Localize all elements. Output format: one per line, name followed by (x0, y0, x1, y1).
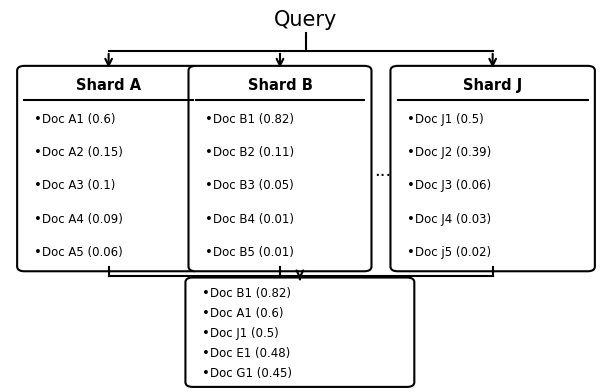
FancyBboxPatch shape (390, 66, 595, 271)
Text: Doc G1 (0.45): Doc G1 (0.45) (210, 367, 292, 380)
Text: •: • (205, 180, 213, 192)
Text: Doc J1 (0.5): Doc J1 (0.5) (415, 113, 483, 126)
Text: •: • (205, 246, 213, 259)
Text: ...: ... (374, 162, 391, 180)
Text: •: • (205, 213, 213, 226)
FancyBboxPatch shape (188, 66, 371, 271)
Text: •: • (407, 146, 415, 159)
Text: •: • (34, 146, 42, 159)
FancyBboxPatch shape (185, 278, 414, 387)
Text: Doc E1 (0.48): Doc E1 (0.48) (210, 347, 290, 360)
Text: Doc A5 (0.06): Doc A5 (0.06) (42, 246, 122, 259)
Text: Doc A1 (0.6): Doc A1 (0.6) (42, 113, 115, 126)
Text: Doc B1 (0.82): Doc B1 (0.82) (213, 113, 294, 126)
Text: Query: Query (274, 9, 338, 30)
Text: •: • (407, 113, 415, 126)
Text: •: • (202, 307, 210, 320)
Text: Doc B5 (0.01): Doc B5 (0.01) (213, 246, 294, 259)
Text: •: • (34, 246, 42, 259)
FancyBboxPatch shape (17, 66, 200, 271)
Text: •: • (205, 113, 213, 126)
Text: Doc A1 (0.6): Doc A1 (0.6) (210, 307, 283, 320)
Text: Doc B1 (0.82): Doc B1 (0.82) (210, 287, 291, 300)
Text: Doc J1 (0.5): Doc J1 (0.5) (210, 327, 278, 340)
Text: Doc A4 (0.09): Doc A4 (0.09) (42, 213, 122, 226)
Text: •: • (407, 213, 415, 226)
Text: •: • (407, 246, 415, 259)
Text: •: • (205, 146, 213, 159)
Text: Doc J2 (0.39): Doc J2 (0.39) (415, 146, 491, 159)
Text: •: • (34, 113, 42, 126)
Text: •: • (202, 367, 210, 380)
Text: •: • (202, 347, 210, 360)
Text: •: • (202, 327, 210, 340)
Text: •: • (202, 287, 210, 300)
Text: Shard J: Shard J (463, 78, 522, 93)
Text: Doc B3 (0.05): Doc B3 (0.05) (213, 180, 294, 192)
Text: Shard B: Shard B (247, 78, 313, 93)
Text: Shard A: Shard A (76, 78, 141, 93)
Text: Doc B4 (0.01): Doc B4 (0.01) (213, 213, 294, 226)
Text: Doc A2 (0.15): Doc A2 (0.15) (42, 146, 122, 159)
Text: Doc B2 (0.11): Doc B2 (0.11) (213, 146, 294, 159)
Text: •: • (34, 213, 42, 226)
Text: Doc j5 (0.02): Doc j5 (0.02) (415, 246, 491, 259)
Text: •: • (34, 180, 42, 192)
Text: Doc A3 (0.1): Doc A3 (0.1) (42, 180, 115, 192)
Text: Doc J3 (0.06): Doc J3 (0.06) (415, 180, 491, 192)
Text: •: • (407, 180, 415, 192)
Text: Doc J4 (0.03): Doc J4 (0.03) (415, 213, 491, 226)
